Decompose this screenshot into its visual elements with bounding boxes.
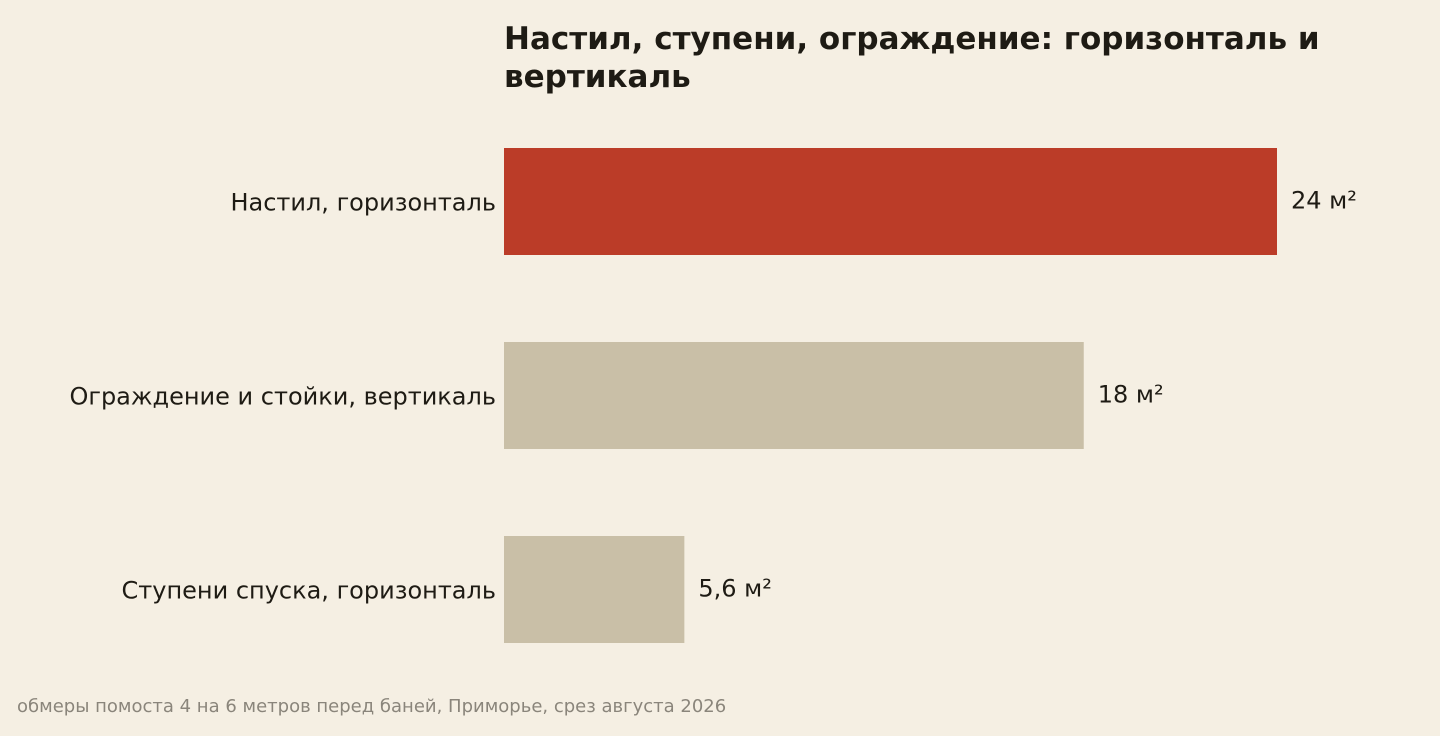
chart-title: Настил, ступени, ограждение: горизонталь… bbox=[504, 21, 1320, 95]
value-label-1: 18 м² bbox=[1098, 381, 1164, 409]
value-label-0: 24 м² bbox=[1291, 187, 1357, 215]
bar-1 bbox=[504, 342, 1084, 449]
category-label-0: Настил, горизонталь bbox=[230, 189, 496, 217]
bar-0 bbox=[504, 148, 1277, 255]
category-label-1: Ограждение и стойки, вертикаль bbox=[69, 383, 496, 411]
bar-2 bbox=[504, 536, 685, 643]
category-label-2: Ступени спуска, горизонталь bbox=[122, 577, 497, 605]
source-note: обмеры помоста 4 на 6 метров перед баней… bbox=[17, 696, 727, 717]
value-label-2: 5,6 м² bbox=[698, 575, 772, 603]
